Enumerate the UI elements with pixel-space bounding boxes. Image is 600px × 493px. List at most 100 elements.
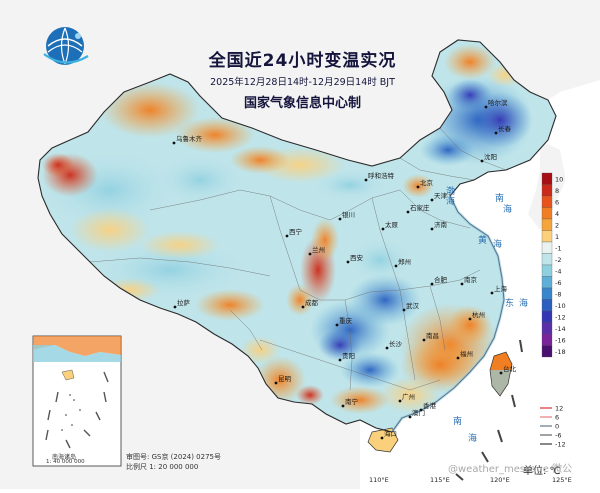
colorbar-label: -14 xyxy=(555,325,566,333)
city-marker: 沈阳 xyxy=(480,152,497,163)
city-label: 贵阳 xyxy=(342,351,355,360)
province-borders xyxy=(89,127,507,391)
city-dot xyxy=(468,317,472,321)
city-marker: 南宁 xyxy=(341,397,359,408)
longitude-label: 115°E xyxy=(430,476,450,484)
city-label: 呼和浩特 xyxy=(368,171,395,180)
city-label: 澳门 xyxy=(412,408,425,417)
colorbar-swatch xyxy=(541,207,553,220)
city-dot xyxy=(408,415,412,419)
city-label: 昆明 xyxy=(278,375,292,383)
isotherm-legend-label: -6 xyxy=(555,432,561,440)
city-marker: 石家庄 xyxy=(406,203,430,214)
city-label: 上海 xyxy=(494,284,508,293)
city-marker: 兰州 xyxy=(308,245,325,256)
colorbar-swatch xyxy=(541,230,553,243)
sea-label: 海 xyxy=(468,432,477,444)
city-dot xyxy=(494,131,498,135)
city-label: 杭州 xyxy=(472,310,485,319)
city-dot xyxy=(416,185,420,189)
city-dot xyxy=(346,260,350,264)
sea-label: 海 xyxy=(446,195,455,207)
city-label: 拉萨 xyxy=(177,298,191,307)
colorbar-label: 4 xyxy=(555,210,559,218)
colorbar-swatch xyxy=(541,253,553,266)
city-label: 台北 xyxy=(503,364,517,373)
city-dot xyxy=(338,217,342,221)
colorbar-label: -1 xyxy=(555,245,561,253)
sea-boundary-marks xyxy=(455,339,523,481)
colorbar: 10 8 6 4 2 1 -1 -2 -4 -6 -8 -10 -12 -14 -16 -18 xyxy=(541,172,566,358)
city-marker: 银川 xyxy=(338,210,355,221)
longitude-label: 110°E xyxy=(369,476,389,484)
city-dot xyxy=(335,323,339,327)
city-label: 南宁 xyxy=(345,397,359,406)
city-marker: 台北 xyxy=(499,364,517,375)
sea-label: 海 xyxy=(503,203,512,215)
colorbar-label: -10 xyxy=(555,302,566,310)
city-label: 福州 xyxy=(460,349,473,358)
colorbar-swatch xyxy=(541,299,553,312)
colorbar-swatch xyxy=(541,276,553,289)
city-marker: 福州 xyxy=(456,349,473,360)
sea-label: 南 xyxy=(495,192,504,204)
sea-label: 渤 xyxy=(446,185,455,197)
isotherm-legend-label: -12 xyxy=(555,441,566,449)
city-marker: 澳门 xyxy=(408,408,425,419)
city-marker: 西宁 xyxy=(285,227,303,238)
city-dot xyxy=(385,346,389,350)
city-dot xyxy=(394,264,398,268)
city-marker: 郑州 xyxy=(394,258,411,268)
city-label: 海口 xyxy=(384,429,397,438)
sea-labels: 渤海 南海黄 海东 海南海 xyxy=(446,185,528,444)
colorbar-swatch xyxy=(541,264,553,277)
inset-scale: 1: 40 000 000 xyxy=(46,459,85,465)
city-label: 西宁 xyxy=(289,227,303,236)
city-label: 沈阳 xyxy=(484,152,497,161)
longitude-label: 125°E xyxy=(552,476,572,484)
city-marker: 香港 xyxy=(419,401,437,412)
city-dot xyxy=(460,282,464,286)
city-marker: 海口 xyxy=(380,429,397,440)
colorbar-swatch xyxy=(541,184,553,197)
city-dot xyxy=(484,105,488,109)
city-marker: 合肥 xyxy=(430,275,448,286)
colorbar-swatch xyxy=(541,241,553,254)
city-dot xyxy=(338,358,342,362)
longitude-label: 120°E xyxy=(490,476,510,484)
city-dot xyxy=(430,282,434,286)
inset-title: 南海诸岛 xyxy=(52,454,77,461)
colorbar-label: -18 xyxy=(555,348,566,356)
sea-label: 东 xyxy=(505,297,514,309)
city-marker: 长沙 xyxy=(385,339,403,350)
colorbar-label: -6 xyxy=(555,279,561,287)
city-label: 济南 xyxy=(434,220,448,229)
isotherm-legend-label: 6 xyxy=(555,414,559,422)
city-dot xyxy=(173,305,177,309)
colorbar-swatch xyxy=(541,195,553,208)
city-label: 香港 xyxy=(423,401,437,410)
colorbar-swatch xyxy=(541,218,553,231)
city-marker: 天津 xyxy=(430,192,448,202)
coastline xyxy=(390,195,506,433)
colorbar-label: -4 xyxy=(555,268,561,276)
city-dot xyxy=(301,305,305,309)
city-marker: 乌鲁木齐 xyxy=(172,134,203,145)
city-label: 成都 xyxy=(305,298,319,307)
colorbar-swatch xyxy=(541,287,553,300)
isotherm-legend-label: 12 xyxy=(555,405,563,413)
colorbar-swatch xyxy=(541,333,553,346)
city-label: 郑州 xyxy=(398,258,411,266)
map-scale: 比例尺 1: 20 000 000 xyxy=(126,463,199,471)
city-marker: 太原 xyxy=(381,220,399,231)
city-marker: 济南 xyxy=(430,220,448,231)
map-period: 2025年12月28日14时-12月29日14时 BJT xyxy=(210,77,395,88)
city-marker: 北京 xyxy=(416,178,434,189)
title-block: 全国近24小时变温实况 2025年12月28日14时-12月29日14时 BJT… xyxy=(180,46,425,111)
city-marker: 南昌 xyxy=(422,331,439,342)
city-dot xyxy=(406,210,410,214)
